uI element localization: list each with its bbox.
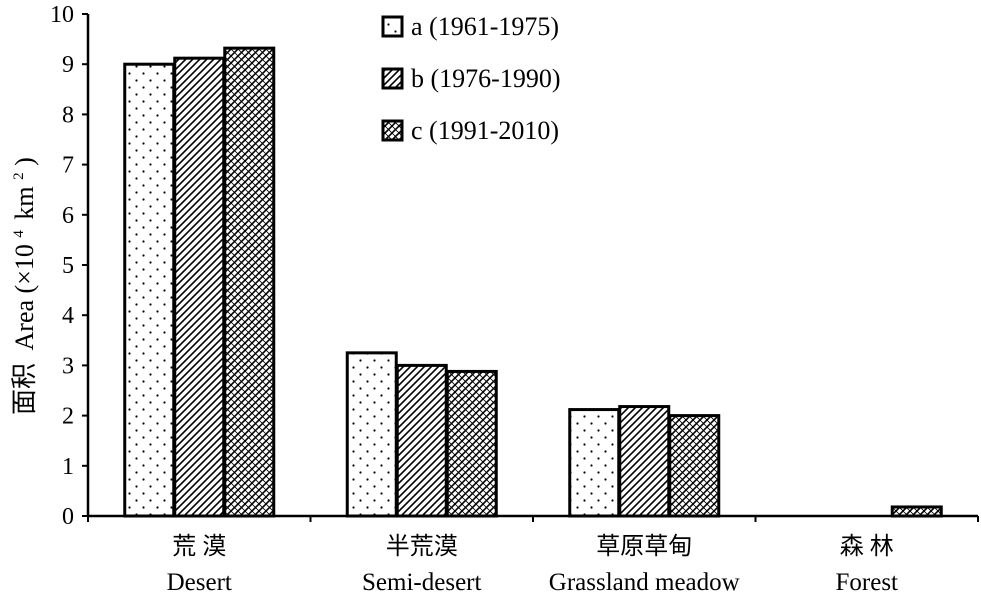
x-category-label-cn: 草原草甸: [596, 533, 692, 560]
y-axis-label-exponent-4: 4: [11, 230, 27, 238]
y-tick-label: 2: [62, 404, 74, 430]
y-axis-label: 面积 Area (×10 4 km 2 ): [0, 157, 39, 415]
bar-series-b: [173, 56, 226, 518]
legend-label: a (1961-1975): [411, 12, 559, 41]
bar-series-c: [890, 505, 943, 518]
bar-series-a: [568, 408, 621, 518]
legend-label: b (1976-1990): [411, 64, 560, 93]
y-tick-label: 7: [62, 153, 74, 179]
x-category-label-en: Grassland meadow: [549, 569, 740, 596]
y-tick-label: 9: [62, 52, 74, 78]
bar-series-a: [123, 62, 176, 518]
svg-text:面积 Area (×10 4: 面积 Area (×10 4 km 2 ): [0, 157, 39, 415]
y-tick-label: 5: [62, 253, 74, 279]
y-axis-label-cn: 面积: [10, 363, 39, 415]
x-category-label-en: Forest: [836, 569, 899, 596]
legend-label: c (1991-2010): [411, 116, 559, 145]
y-tick-label: 6: [62, 203, 74, 229]
y-axis-label-exponent-2: 2: [11, 172, 27, 180]
legend-swatch: [381, 119, 404, 142]
y-axis-ticks: 0 1 2 3 4 5 6 7 8 9 10: [50, 2, 88, 530]
x-category-label-en: Desert: [167, 569, 232, 596]
bar-series-c: [445, 369, 498, 518]
bar-series-b: [395, 363, 448, 518]
y-tick-label: 1: [62, 454, 74, 480]
x-category-label-cn: 荒 漠: [172, 533, 226, 560]
y-tick-label: 8: [62, 102, 74, 128]
y-tick-label: 10: [50, 2, 74, 28]
x-category-label-cn: 森 林: [840, 533, 894, 560]
x-category-label-en: Semi-desert: [362, 569, 481, 596]
bar-series-c: [223, 46, 276, 518]
y-tick-label: 0: [62, 504, 74, 530]
y-tick-label: 3: [62, 353, 74, 379]
bar-series-c: [668, 414, 721, 518]
bar-series-a: [345, 351, 398, 518]
x-axis-labels: 荒 漠 Desert 半荒漠 Semi-desert 草原草甸 Grassland mea…: [167, 533, 898, 596]
legend-swatch: [381, 67, 404, 90]
y-axis-label-en: Area (×10: [10, 244, 39, 350]
legend: a (1961-1975) b (1976-1990) c (1991-2010): [381, 12, 560, 145]
y-axis-label-unit: km: [10, 186, 39, 219]
bars-layer: [123, 46, 943, 518]
x-category-label-cn: 半荒漠: [386, 533, 458, 560]
axes: [86, 14, 979, 522]
y-axis-label-close: ): [10, 157, 39, 166]
y-tick-label: 4: [62, 303, 74, 329]
bar-series-b: [618, 405, 671, 518]
legend-swatch: [381, 15, 404, 38]
